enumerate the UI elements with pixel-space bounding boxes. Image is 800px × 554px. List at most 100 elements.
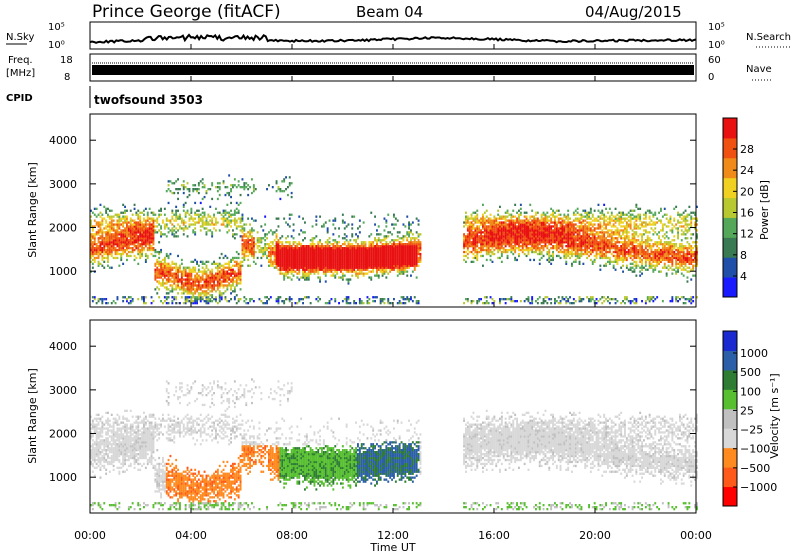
power-cell [347,223,350,226]
power-cell [237,278,240,281]
power-cell [487,219,490,222]
power-cell [372,262,375,265]
freq-trace [92,65,694,75]
power-cell [512,219,515,222]
power-cell [559,237,562,240]
power-cell [144,252,147,256]
power-cell [233,296,236,299]
power-cell [184,300,187,303]
power-cell [292,256,295,260]
power-cell [554,237,556,240]
power-cell [506,241,509,244]
power-cell [326,239,329,242]
power-cell [519,237,522,240]
power-cell [504,237,507,240]
power-cell [410,223,412,226]
power-cell [362,268,365,271]
power-cell [576,225,579,228]
power-cell [232,184,234,187]
power-cell [372,270,375,273]
power-cell [576,245,579,248]
power-cell [154,225,157,228]
power-cell [177,235,179,238]
power-cell [226,276,229,279]
power-cell [525,227,528,230]
power-cell [506,250,509,254]
power-cell [510,215,513,218]
power-cell [385,260,388,263]
power-cell [213,280,215,283]
power-cell [241,264,244,267]
power-cell [506,233,509,236]
power-cell [141,252,143,256]
power-cell [302,254,304,258]
power-cell [360,250,363,254]
power-cell [188,286,191,289]
power-cell [529,258,532,262]
power-cell [372,248,375,252]
power-cell [207,223,210,226]
power-cell [508,243,511,246]
power-cell [364,241,367,244]
power-cell [535,233,537,236]
power-cell [279,260,282,263]
power-cell [474,247,477,250]
power-cell [196,213,198,216]
power-cell [521,237,524,240]
power-cell [489,250,492,254]
power-cell [410,262,412,265]
power-cell [213,278,215,281]
power-cell [554,247,556,250]
power-cell [197,219,200,222]
power-cell [413,247,416,250]
power-cell [211,278,214,281]
power-cell [188,188,191,191]
power-cell [544,241,547,244]
power-cell [105,211,108,214]
power-cell [345,296,348,299]
power-cell [535,217,537,220]
power-cell [512,248,515,252]
power-cell [144,243,147,246]
power-cell [535,250,537,254]
power-cell [565,248,568,252]
power-cell [201,298,204,301]
power-cell [406,254,409,258]
power-cell [309,260,312,263]
power-cell [482,225,484,228]
power-cell [199,298,202,301]
power-cell [478,300,481,303]
power-cell [555,231,558,234]
power-cell [307,245,310,248]
power-cell [287,247,289,250]
power-cell [510,219,513,222]
power-cell [199,276,202,279]
power-cell [182,221,185,224]
power-cell [391,239,393,242]
power-cell [118,241,121,244]
power-cell [268,247,270,250]
power-cell [184,270,187,273]
power-cell [476,237,479,240]
power-cell [103,205,106,208]
power-cell [474,256,477,260]
power-cell [502,247,505,250]
power-cell [211,300,214,303]
power-cell [112,223,115,226]
power-cell [599,248,602,252]
power-cell [338,262,340,265]
power-cell [245,233,248,236]
power-cell [605,252,607,256]
power-cell [175,219,178,222]
power-cell [330,266,333,269]
power-cell [305,268,308,271]
power-cell [186,182,189,185]
power-cell [114,237,117,240]
power-cell [417,239,420,242]
power-cell [311,245,314,248]
power-cell [127,221,130,224]
power-cell [110,250,113,254]
power-cell [137,247,140,250]
power-cell [588,250,590,254]
